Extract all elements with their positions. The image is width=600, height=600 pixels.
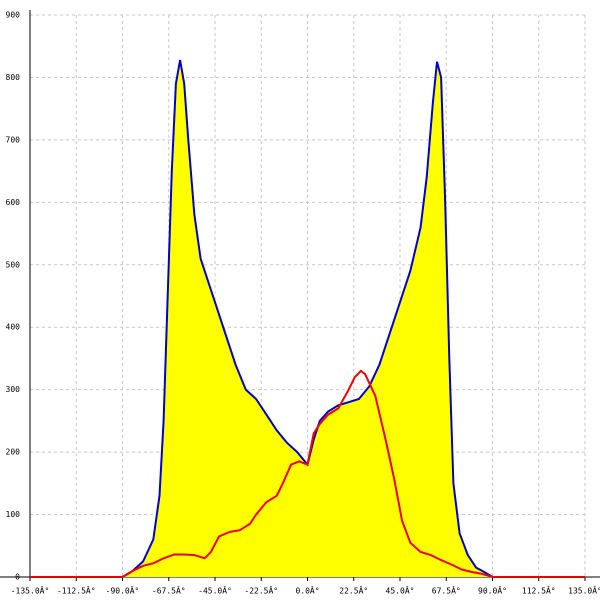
line bbox=[30, 369, 585, 578]
x-tick-label: 112.5Â° bbox=[522, 585, 556, 596]
x-tick-label: -90.0Â° bbox=[106, 585, 140, 596]
y-tick-label: 200 bbox=[6, 448, 21, 457]
x-tick-label: 67.5Â° bbox=[432, 585, 461, 596]
x-tick-label: 135.0Â° bbox=[568, 585, 600, 596]
x-tick-label: 90.0Â° bbox=[478, 585, 507, 596]
x-tick-label: 22.5Â° bbox=[339, 585, 368, 596]
y-tick-label: 700 bbox=[6, 135, 21, 144]
x-tick-label: -67.5Â° bbox=[152, 585, 186, 596]
x-tick-label: -45.0Â° bbox=[198, 585, 232, 596]
x-tick-label: -22.5Â° bbox=[244, 585, 278, 596]
x-tick-label: 0.0Â° bbox=[295, 585, 319, 596]
y-tick-label: 100 bbox=[6, 510, 21, 519]
y-tick-label: 600 bbox=[6, 198, 21, 207]
y-tick-label: 300 bbox=[6, 385, 21, 394]
x-tick-label: -135.0Â° bbox=[11, 585, 50, 596]
x-tick-label: 45.0Â° bbox=[386, 585, 415, 596]
y-tick-label: 900 bbox=[6, 11, 21, 20]
y-tick-label: 500 bbox=[6, 260, 21, 269]
area bbox=[30, 60, 585, 577]
y-tick-label: 800 bbox=[6, 73, 21, 82]
x-tick-label: -112.5Â° bbox=[57, 585, 96, 596]
y-tick-label: 400 bbox=[6, 323, 21, 332]
